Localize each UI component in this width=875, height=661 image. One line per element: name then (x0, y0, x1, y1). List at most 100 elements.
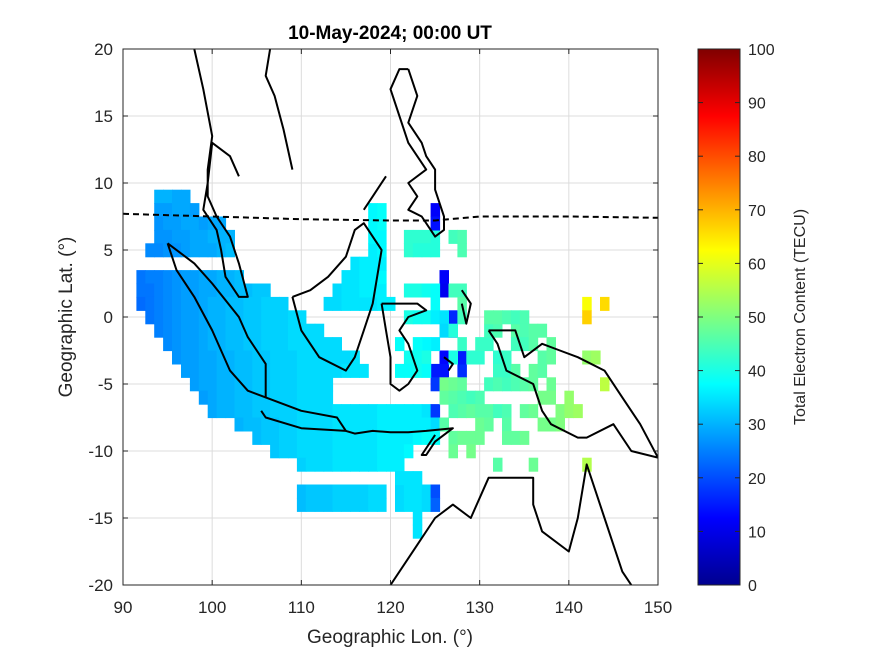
tec-cell (154, 216, 164, 231)
tec-cell (502, 310, 512, 325)
tec-cell (252, 310, 262, 325)
tec-cell (296, 484, 307, 499)
tec-cell (145, 243, 155, 258)
y-tick-label: 20 (94, 40, 113, 59)
colorbar-tick-label: 40 (748, 364, 766, 381)
tec-cell (439, 310, 449, 325)
tec-cell (502, 404, 512, 419)
tec-cell (243, 323, 253, 338)
tec-cell (305, 390, 316, 405)
tec-cell (430, 484, 441, 499)
tec-cell (421, 283, 432, 298)
tec-cell (332, 363, 342, 378)
tec-cell (198, 283, 209, 298)
tec-cell (154, 323, 164, 338)
tec-cell (270, 430, 280, 445)
tec-cell (261, 323, 271, 338)
tec-cell (350, 497, 360, 512)
tec-cell (332, 283, 342, 298)
tec-cell (270, 337, 280, 352)
tec-cell (484, 417, 494, 432)
tec-cell (341, 430, 351, 445)
tec-cell (448, 283, 458, 298)
tec-cell (216, 337, 227, 352)
tec-cell (243, 310, 253, 325)
tec-cell (359, 296, 369, 311)
tec-cell (350, 484, 360, 499)
tec-cell (234, 350, 244, 365)
tec-cell (502, 377, 512, 392)
tec-cell (288, 390, 298, 405)
tec-cell (163, 337, 173, 352)
tec-cell (412, 404, 423, 419)
tec-cell (493, 404, 503, 419)
tec-cell (270, 323, 280, 338)
tec-cell (163, 203, 173, 218)
coastline (487, 329, 658, 459)
y-axis-label: Geographic Lat. (°) (56, 237, 77, 398)
tec-cell (288, 337, 298, 352)
tec-cell (198, 377, 209, 392)
tec-cell (377, 270, 387, 285)
tec-cell (484, 377, 494, 392)
tec-cell (314, 444, 325, 459)
tec-cell (305, 484, 316, 499)
tec-cell (305, 323, 316, 338)
tec-cell (555, 404, 565, 419)
tec-cell (332, 404, 342, 419)
tec-cell (270, 390, 280, 405)
tec-cell (252, 430, 262, 445)
tec-cell (163, 189, 173, 204)
tec-cell (288, 417, 298, 432)
tec-cell (323, 497, 334, 512)
tec-cell (323, 484, 334, 499)
tec-cell (252, 363, 262, 378)
tec-cell (279, 337, 289, 352)
tec-cell (234, 404, 244, 419)
tec-cell (261, 310, 271, 325)
tec-cell (181, 216, 191, 231)
tec-cell (582, 350, 592, 365)
tec-cell (466, 430, 476, 445)
tec-cell (341, 404, 351, 419)
tec-cell (573, 404, 583, 419)
tec-cell (234, 283, 244, 298)
colorbar-tick-label: 90 (748, 96, 766, 113)
tec-cell (288, 363, 298, 378)
x-tick-label: 130 (465, 598, 493, 617)
tec-cell (359, 404, 369, 419)
y-tick-label: -5 (98, 375, 113, 394)
tec-cell (189, 216, 200, 231)
tec-cell (234, 377, 244, 392)
tec-cell (270, 377, 280, 392)
tec-cell (475, 350, 485, 365)
tec-cell (412, 310, 423, 325)
tec-cell (261, 417, 271, 432)
tec-cell (189, 323, 200, 338)
tec-cell (582, 310, 592, 325)
tec-cell (403, 417, 414, 432)
coastline (291, 222, 383, 372)
tec-cell (172, 270, 182, 285)
tec-cell (198, 350, 209, 365)
tec-cell (368, 444, 378, 459)
tec-cell (225, 283, 235, 298)
tec-cell (154, 310, 164, 325)
tec-cell (421, 404, 432, 419)
tec-cell (395, 497, 405, 512)
tec-cell (546, 390, 556, 405)
colorbar-tick-label: 100 (748, 42, 775, 59)
tec-cell (332, 497, 342, 512)
coastline (264, 49, 294, 170)
tec-cell (386, 430, 396, 445)
tec-cell (502, 430, 512, 445)
tec-cell (519, 310, 530, 325)
tec-cell (314, 323, 325, 338)
x-tick-label: 120 (376, 598, 404, 617)
tec-cell (270, 296, 280, 311)
tec-cell (600, 377, 610, 392)
tec-cell (189, 243, 200, 258)
coastline (389, 68, 445, 238)
tec-cell (323, 457, 334, 472)
